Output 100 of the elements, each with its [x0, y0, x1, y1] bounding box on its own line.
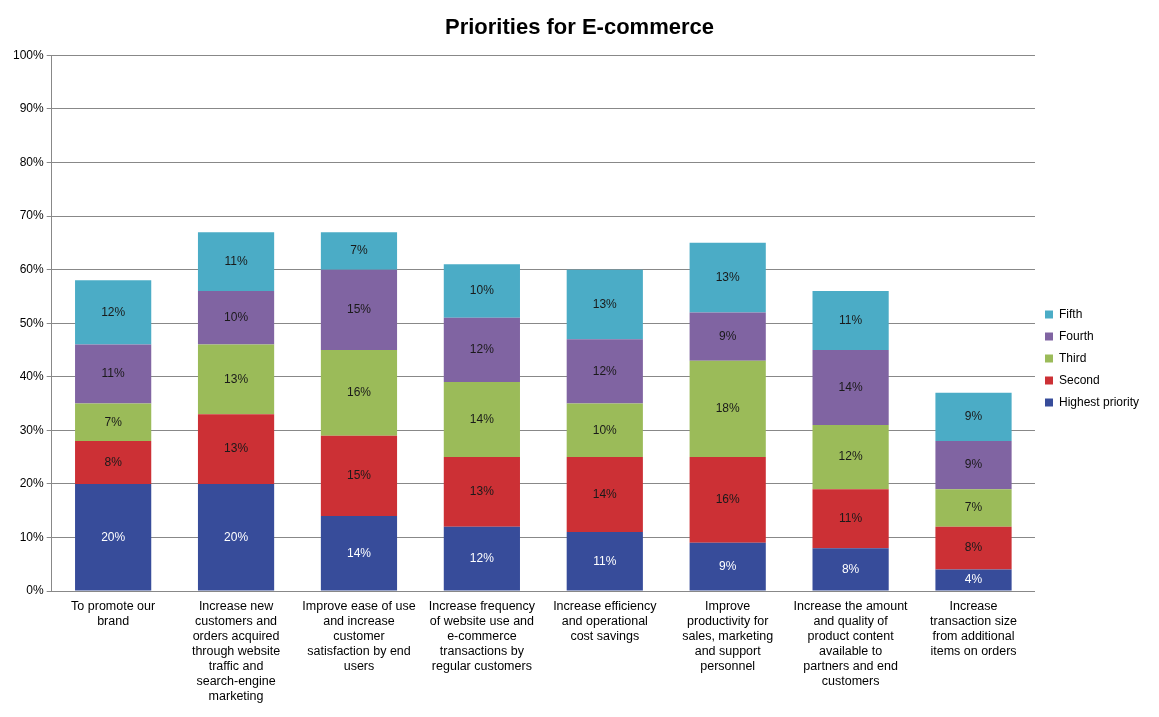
bar [812, 349, 889, 425]
bar [812, 548, 889, 591]
bar [566, 339, 643, 404]
bar [812, 291, 889, 350]
legend-label: Third [1058, 350, 1087, 365]
legend-label: Fourth [1058, 328, 1094, 343]
bar [935, 526, 1012, 570]
data-label: 11% [101, 366, 126, 381]
data-label: 12% [469, 550, 495, 565]
data-label: 11% [224, 253, 248, 268]
data-label: 15% [346, 468, 372, 483]
bar [443, 317, 520, 383]
data-label: 9% [719, 558, 737, 573]
y-tick-label: 80% [19, 154, 45, 169]
legend-label: Highest priority [1058, 394, 1139, 409]
data-label: 14% [469, 411, 495, 426]
data-label: 7% [964, 500, 983, 515]
legend-label: Second [1058, 372, 1100, 387]
bar [443, 526, 520, 591]
x-tick-label: Increase transaction size from additional items on orders [930, 598, 1017, 658]
data-label: 8% [841, 561, 860, 576]
data-label: 8% [104, 454, 123, 469]
y-tick-label: 100% [12, 47, 45, 62]
data-label: 11% [593, 553, 617, 568]
bar [935, 489, 1012, 527]
data-label: 9% [964, 409, 983, 424]
data-label: 13% [224, 441, 249, 456]
chart-title: Priorities for E-commerce [445, 14, 714, 40]
data-label: 16% [715, 492, 741, 507]
bar [197, 232, 275, 292]
bar [75, 344, 152, 404]
data-label: 12% [838, 449, 863, 464]
y-tick-label: 40% [19, 369, 45, 384]
bar [197, 291, 275, 345]
data-label: 15% [346, 302, 372, 317]
data-label: 13% [715, 269, 741, 284]
data-label: 4% [964, 572, 983, 587]
data-label: 9% [964, 457, 983, 472]
data-label: 7% [350, 243, 368, 258]
bar [197, 483, 275, 591]
y-tick-label: 0% [26, 583, 45, 598]
y-tick-label: 20% [19, 476, 45, 491]
bar [75, 483, 152, 591]
bar [689, 312, 766, 361]
bar [197, 414, 275, 484]
x-tick-label: To promote our brand [71, 598, 156, 628]
bar [75, 280, 152, 345]
data-label: 18% [715, 401, 741, 416]
data-label: 16% [346, 385, 372, 400]
bar [935, 569, 1012, 591]
bar [566, 269, 643, 340]
legend-label: Fifth [1058, 306, 1083, 321]
bar [320, 349, 398, 436]
data-label: 12% [469, 342, 495, 357]
x-tick-label: Improve productivity for sales, marketing and support personnel [682, 598, 774, 673]
bar [689, 242, 766, 313]
data-label: 7% [104, 414, 123, 429]
data-label: 13% [469, 484, 495, 499]
bar [689, 360, 766, 458]
data-label: 11% [839, 511, 863, 526]
bar [75, 441, 152, 484]
data-label: 12% [592, 363, 618, 378]
bar [935, 392, 1012, 442]
data-label: 14% [346, 545, 372, 560]
x-tick-label: Increase efficiency and operational cost savings [553, 598, 658, 643]
bar [566, 457, 643, 533]
bar [812, 489, 889, 549]
bar [443, 264, 520, 318]
data-label: 13% [224, 371, 249, 386]
x-tick-label: Increase new customers and orders acquired through website traffic and search-engine marketing [191, 598, 281, 703]
bar [566, 403, 643, 458]
x-tick-label: Increase the amount and quality of product content available to partners and end customers [793, 598, 909, 688]
bar [566, 532, 643, 591]
bar [443, 457, 520, 527]
bar [75, 403, 152, 442]
data-label: 10% [224, 310, 249, 325]
y-tick-label: 70% [19, 208, 45, 223]
data-label: 14% [592, 486, 618, 501]
data-label: 9% [719, 328, 737, 343]
y-tick-label: 30% [19, 422, 45, 437]
data-label: 12% [101, 304, 126, 319]
x-tick-label: Increase frequency of website use and e-commerce transactions by regular customers [428, 598, 536, 673]
bar [689, 457, 766, 543]
bar [320, 516, 398, 591]
x-tick-label: Improve ease of use and increase customer satisfaction by end users [302, 598, 416, 673]
bar [320, 269, 398, 350]
data-label: 14% [838, 379, 863, 394]
data-label: 10% [592, 422, 618, 437]
data-label: 20% [224, 529, 249, 544]
bar [812, 424, 889, 490]
bar [320, 435, 398, 517]
bar [689, 542, 766, 591]
bar [443, 382, 520, 458]
data-label: 13% [592, 296, 618, 311]
bar [197, 344, 275, 415]
bar [320, 232, 398, 270]
data-label: 11% [839, 312, 863, 327]
data-label: 8% [964, 540, 983, 555]
data-label: 20% [101, 529, 126, 544]
bar [935, 441, 1012, 490]
